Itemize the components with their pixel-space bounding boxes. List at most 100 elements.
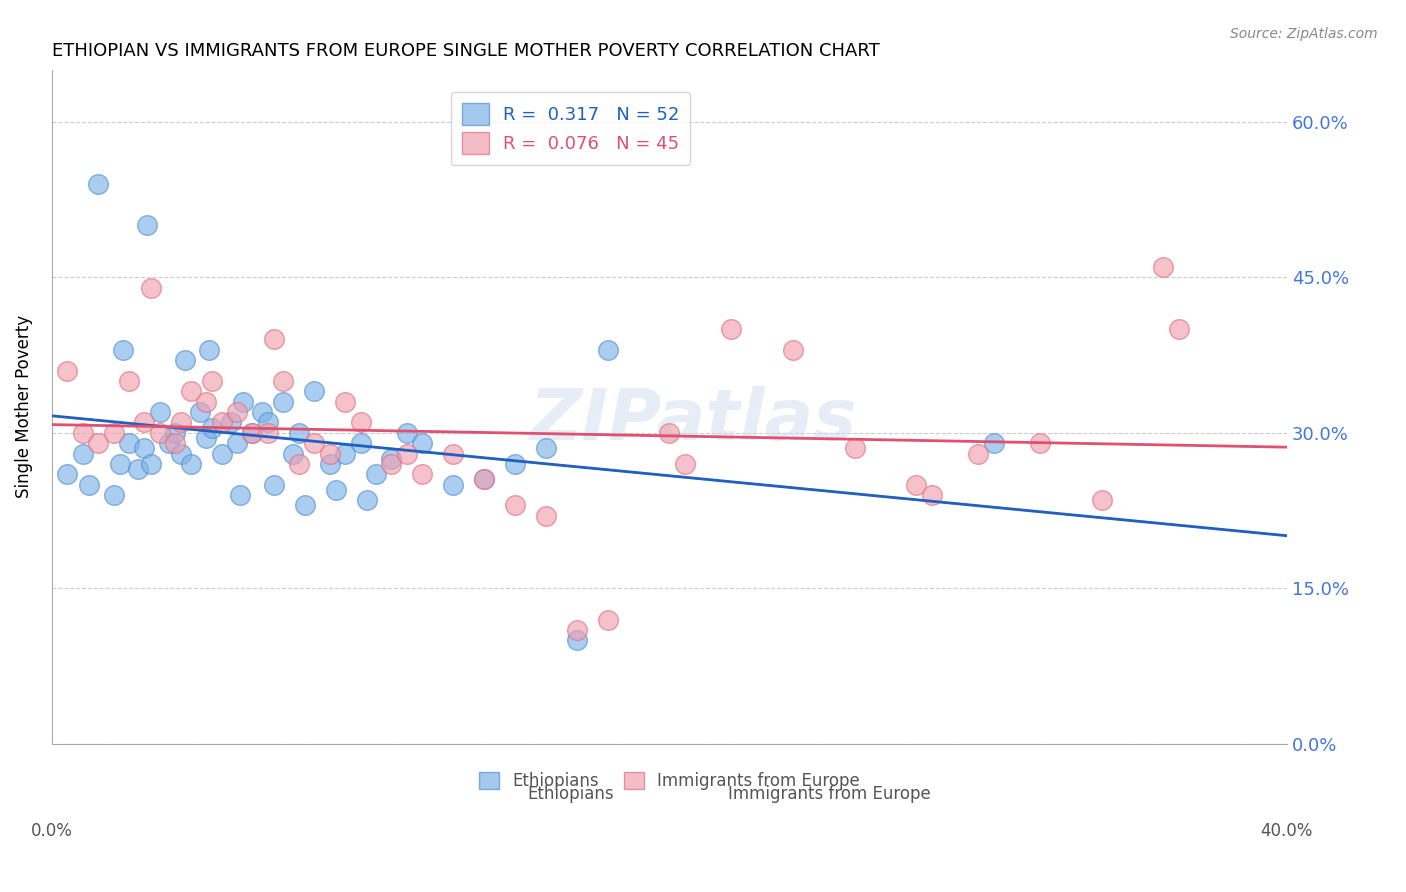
Point	[294, 499, 316, 513]
Point	[503, 457, 526, 471]
Point	[134, 416, 156, 430]
Point	[201, 374, 224, 388]
Point	[349, 436, 371, 450]
Point	[318, 457, 340, 471]
Point	[201, 420, 224, 434]
Point	[844, 442, 866, 456]
Point	[782, 343, 804, 357]
Point	[302, 436, 325, 450]
Point	[108, 457, 131, 471]
Point	[180, 457, 202, 471]
Point	[596, 613, 619, 627]
Point	[349, 416, 371, 430]
Point	[318, 446, 340, 460]
Text: 40.0%: 40.0%	[1261, 822, 1313, 840]
Point	[257, 425, 280, 440]
Point	[165, 436, 187, 450]
Point	[136, 219, 159, 233]
Point	[325, 483, 347, 497]
Point	[565, 633, 588, 648]
Point	[103, 425, 125, 440]
Point	[472, 473, 495, 487]
Point	[211, 416, 233, 430]
Point	[263, 477, 285, 491]
Point	[411, 467, 433, 482]
Text: ETHIOPIAN VS IMMIGRANTS FROM EUROPE SINGLE MOTHER POVERTY CORRELATION CHART: ETHIOPIAN VS IMMIGRANTS FROM EUROPE SING…	[52, 42, 880, 60]
Point	[921, 488, 943, 502]
Point	[242, 425, 264, 440]
Point	[281, 446, 304, 460]
Point	[720, 322, 742, 336]
Point	[263, 333, 285, 347]
Point	[333, 446, 356, 460]
Point	[380, 457, 402, 471]
Point	[673, 457, 696, 471]
Point	[180, 384, 202, 399]
Point	[503, 499, 526, 513]
Point	[905, 477, 928, 491]
Point	[983, 436, 1005, 450]
Point	[333, 394, 356, 409]
Point	[118, 436, 141, 450]
Point	[226, 436, 249, 450]
Text: Source: ZipAtlas.com: Source: ZipAtlas.com	[1230, 27, 1378, 41]
Point	[170, 416, 193, 430]
Point	[211, 446, 233, 460]
Point	[287, 425, 309, 440]
Point	[195, 394, 218, 409]
Point	[103, 488, 125, 502]
Point	[441, 446, 464, 460]
Point	[967, 446, 990, 460]
Point	[149, 425, 172, 440]
Text: Immigrants from Europe: Immigrants from Europe	[728, 785, 931, 803]
Point	[364, 467, 387, 482]
Point	[87, 436, 110, 450]
Point	[195, 431, 218, 445]
Point	[139, 280, 162, 294]
Point	[534, 508, 557, 523]
Point	[273, 394, 295, 409]
Point	[534, 442, 557, 456]
Point	[111, 343, 134, 357]
Point	[72, 446, 94, 460]
Point	[242, 425, 264, 440]
Point	[77, 477, 100, 491]
Point	[395, 425, 418, 440]
Point	[356, 493, 378, 508]
Point	[1029, 436, 1052, 450]
Point	[226, 405, 249, 419]
Point	[134, 442, 156, 456]
Point	[1152, 260, 1174, 274]
Point	[250, 405, 273, 419]
Point	[157, 436, 180, 450]
Point	[149, 405, 172, 419]
Point	[165, 425, 187, 440]
Point	[56, 363, 79, 377]
Point	[72, 425, 94, 440]
Point	[170, 446, 193, 460]
Y-axis label: Single Mother Poverty: Single Mother Poverty	[15, 315, 32, 499]
Legend: Ethiopians, Immigrants from Europe: Ethiopians, Immigrants from Europe	[472, 765, 866, 797]
Point	[565, 623, 588, 637]
Point	[287, 457, 309, 471]
Point	[441, 477, 464, 491]
Point	[302, 384, 325, 399]
Point	[273, 374, 295, 388]
Point	[87, 177, 110, 191]
Point	[188, 405, 211, 419]
Point	[411, 436, 433, 450]
Point	[472, 473, 495, 487]
Point	[118, 374, 141, 388]
Point	[257, 416, 280, 430]
Point	[1167, 322, 1189, 336]
Point	[139, 457, 162, 471]
Text: Ethiopians: Ethiopians	[527, 785, 614, 803]
Point	[229, 488, 252, 502]
Point	[56, 467, 79, 482]
Point	[173, 353, 195, 368]
Text: ZIPatlas: ZIPatlas	[530, 386, 858, 455]
Point	[658, 425, 681, 440]
Point	[596, 343, 619, 357]
Point	[198, 343, 221, 357]
Point	[232, 394, 254, 409]
